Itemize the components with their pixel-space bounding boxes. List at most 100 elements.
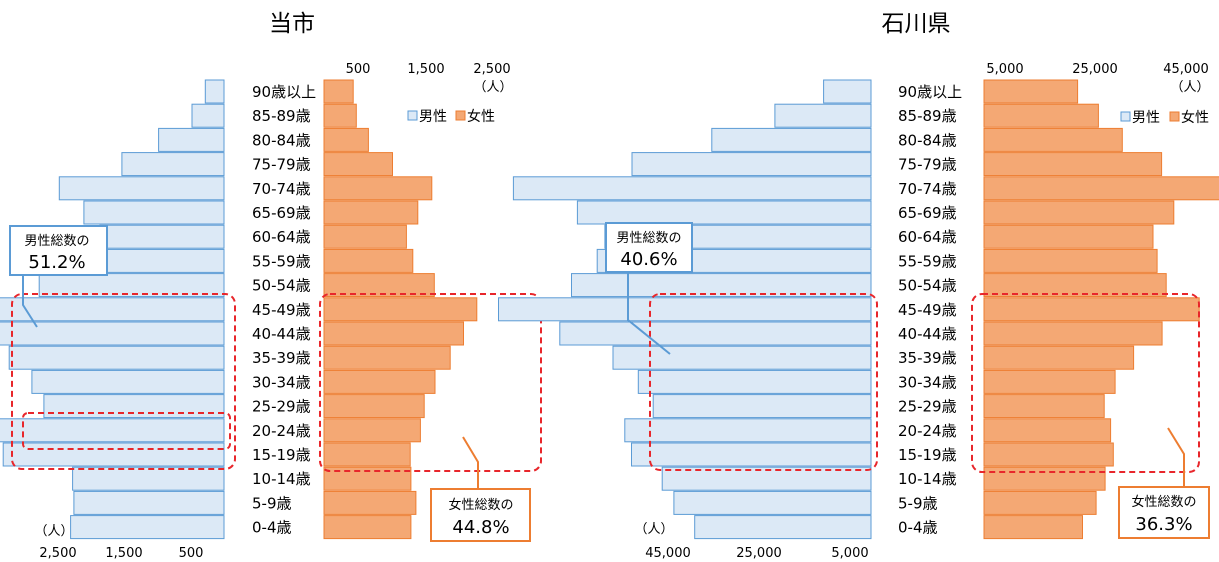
city-legend-female-label: 女性 [467, 108, 495, 125]
city-male-bar [0, 419, 224, 442]
city-age-label: 35-39歳 [252, 349, 311, 367]
pref-age-label: 15-19歳 [898, 446, 957, 464]
pref-female-bar [984, 443, 1113, 466]
city-male-bar [74, 491, 224, 514]
pref-male-tick: 45,000 [645, 546, 691, 561]
pref-female-bar [984, 153, 1162, 176]
pref-male-tick: 25,000 [736, 546, 782, 561]
city-male-bar [71, 516, 224, 539]
pref-age-label: 90歳以上 [898, 83, 962, 101]
pref-age-label: 70-74歳 [898, 180, 957, 198]
pref-age-label: 55-59歳 [898, 252, 957, 270]
city-male-tick: 2,500 [39, 546, 76, 561]
pref-age-label: 5-9歳 [898, 494, 938, 512]
pref-male-bar [513, 177, 871, 200]
pref-female-bar [984, 201, 1174, 224]
pref-female-tick: 45,000 [1163, 62, 1209, 77]
pref-female-bar [984, 395, 1104, 418]
pref-male-bar [775, 104, 871, 127]
city-female-bar [324, 443, 410, 466]
city-legend-male-label: 男性 [419, 109, 447, 125]
pref-female-bar [984, 104, 1098, 127]
pref-legend-female-swatch [1170, 112, 1179, 121]
pref-age-label: 80-84歳 [898, 131, 957, 149]
pref-male-callout-text: 男性総数の [616, 231, 681, 246]
city-male-bar [59, 177, 224, 200]
city-male-bar [159, 128, 224, 151]
pref-female-bar [984, 80, 1078, 103]
city-age-label: 85-89歳 [252, 107, 311, 125]
city-male-callout-value: 51.2% [28, 252, 85, 273]
pref-male-bar [577, 201, 871, 224]
pref-male-bar [695, 516, 871, 539]
city-female-bar [324, 128, 368, 151]
city-title: 当市 [269, 11, 315, 37]
city-legend-female-swatch [456, 111, 465, 120]
pref-age-label: 35-39歳 [898, 349, 957, 367]
city-female-bar [324, 322, 464, 345]
city-female-bar [324, 201, 418, 224]
pref-legend-male-label: 男性 [1132, 110, 1160, 126]
city-male-bar [32, 370, 224, 393]
city-male-bar [0, 298, 224, 321]
city-age-label: 80-84歳 [252, 131, 311, 149]
city-age-labels: 90歳以上 85-89歳 80-84歳 75-79歳 70-74歳 65-69歳 60-64… [252, 83, 316, 537]
city-female-bar [324, 104, 356, 127]
pref-male-callout-value: 40.6% [620, 249, 677, 270]
city-age-label: 60-64歳 [252, 228, 311, 246]
pref-female-unit: （人） [1170, 80, 1209, 95]
city-panel: 当市 90歳以上 85-89歳 80-84歳 75-79歳 70-74歳 65-69歳 60… [0, 11, 541, 561]
pref-male-bar [632, 443, 872, 466]
city-female-tick: 1,500 [407, 62, 444, 77]
city-male-bar [3, 443, 224, 466]
pref-female-bar [984, 346, 1134, 369]
city-age-label: 15-19歳 [252, 446, 311, 464]
city-age-label: 20-24歳 [252, 422, 311, 440]
city-age-label: 40-44歳 [252, 325, 311, 343]
pref-male-bar [560, 322, 871, 345]
city-female-callout: 女性総数の 44.8% [431, 437, 530, 541]
city-age-label: 90歳以上 [252, 83, 316, 101]
pref-female-bar [984, 419, 1111, 442]
city-female-bar [324, 516, 411, 539]
city-age-label: 10-14歳 [252, 470, 311, 488]
city-female-callout-value: 44.8% [452, 517, 509, 538]
city-male-bar [192, 104, 224, 127]
city-female-tick: 2,500 [473, 62, 510, 77]
city-age-label: 5-9歳 [252, 494, 292, 512]
pref-female-tick: 25,000 [1072, 62, 1118, 77]
city-male-bar [205, 80, 224, 103]
city-age-label: 25-29歳 [252, 398, 311, 416]
pref-male-bars [499, 80, 872, 539]
city-male-unit: （人） [34, 524, 73, 539]
city-male-callout-text: 男性総数の [24, 234, 89, 249]
pref-age-label: 50-54歳 [898, 277, 957, 295]
city-male-bar [122, 153, 224, 176]
city-female-bar [324, 491, 416, 514]
city-legend: 男性 女性 [408, 108, 495, 125]
pref-female-bar [984, 249, 1157, 272]
city-male-bar [0, 322, 224, 345]
city-age-label: 0-4歳 [252, 519, 292, 537]
pref-male-bar [613, 346, 871, 369]
city-female-unit: （人） [473, 80, 512, 95]
pref-female-bar [984, 298, 1199, 321]
city-age-label: 65-69歳 [252, 204, 311, 222]
city-female-bar [324, 153, 393, 176]
city-male-bar [73, 467, 224, 490]
pref-male-tick: 5,000 [831, 546, 868, 561]
city-age-label: 75-79歳 [252, 156, 311, 174]
city-male-bar [84, 201, 224, 224]
city-age-label: 70-74歳 [252, 180, 311, 198]
pref-female-bar [984, 128, 1122, 151]
city-female-bar [324, 346, 450, 369]
pref-male-bar [638, 370, 871, 393]
pref-age-label: 0-4歳 [898, 519, 938, 537]
city-age-label: 50-54歳 [252, 277, 311, 295]
pref-male-bar [499, 298, 872, 321]
city-age-label: 45-49歳 [252, 301, 311, 319]
pref-age-label: 45-49歳 [898, 301, 957, 319]
city-male-tick: 500 [179, 546, 204, 561]
city-female-bar [324, 177, 432, 200]
